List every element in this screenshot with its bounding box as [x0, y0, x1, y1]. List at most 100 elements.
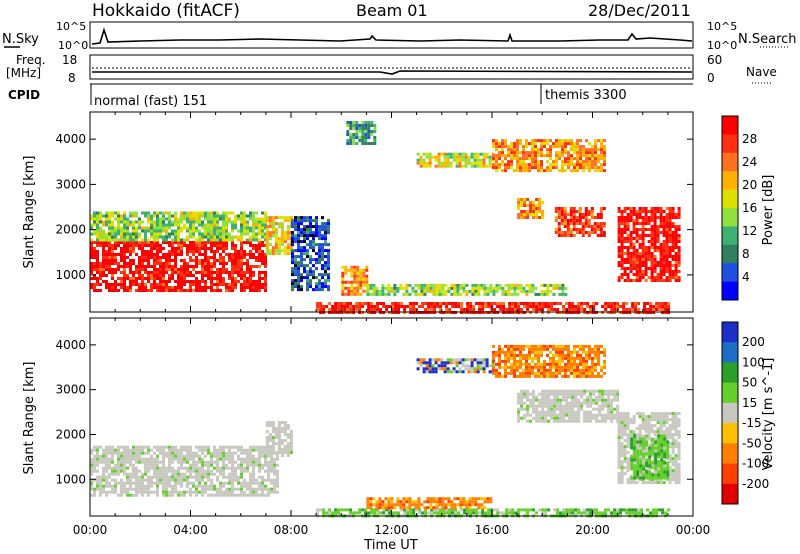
heatmap-cell [231, 253, 234, 256]
heatmap-cell [617, 231, 621, 234]
heatmap-cell [470, 364, 474, 368]
heatmap-cell [397, 308, 401, 311]
heatmap-cell [600, 151, 603, 155]
heatmap-cell [510, 344, 513, 348]
heatmap-cell [153, 268, 156, 271]
heatmap-cell [183, 271, 186, 274]
heatmap-cell [123, 262, 126, 265]
heatmap-cell [132, 469, 135, 473]
heatmap-cell [461, 158, 465, 162]
heatmap-cell [564, 139, 567, 143]
heatmap-cell [677, 264, 681, 267]
heatmap-cell [123, 472, 126, 476]
heatmap-cell [537, 154, 540, 158]
heatmap-cell [437, 164, 441, 168]
heatmap-cell [550, 392, 554, 396]
heatmap-cell [234, 283, 237, 286]
heatmap-cell [525, 368, 528, 372]
heatmap-cell [598, 392, 602, 396]
heatmap-cell [135, 220, 138, 224]
heatmap-cell [588, 347, 591, 351]
heatmap-cell [531, 356, 534, 360]
heatmap-cell [491, 364, 495, 368]
heatmap-cell [532, 210, 536, 213]
heatmap-cell [243, 250, 246, 253]
heatmap-cell [550, 302, 554, 305]
heatmap-cell [665, 207, 669, 210]
heatmap-cell [446, 161, 450, 165]
heatmap-cell [577, 410, 581, 414]
heatmap-cell [555, 283, 559, 287]
heatmap-cell [359, 292, 363, 296]
heatmap-cell [198, 448, 201, 452]
heatmap-cell [563, 234, 567, 237]
heatmap-cell [258, 286, 261, 289]
heatmap-cell [558, 139, 561, 143]
heatmap-cell [159, 268, 162, 271]
heatmap-cell [656, 264, 660, 267]
heatmap-cell [249, 280, 252, 283]
heatmap-cell [532, 395, 536, 399]
heatmap-cell [108, 289, 111, 292]
heatmap-cell [129, 241, 132, 244]
heatmap-cell [168, 211, 171, 215]
heatmap-cell [234, 277, 237, 280]
heatmap-cell [341, 265, 345, 269]
heatmap-cell [261, 487, 264, 491]
heatmap-cell [529, 204, 533, 207]
heatmap-cell [628, 308, 632, 311]
heatmap-cell [291, 279, 294, 283]
heatmap-cell [183, 445, 186, 449]
heatmap-cell [461, 155, 465, 159]
heatmap-cell [464, 152, 468, 156]
heatmap-cell [347, 286, 351, 290]
heatmap-cell [629, 210, 633, 213]
heatmap-cell [237, 214, 240, 218]
heatmap-cell [671, 273, 675, 276]
heatmap-cell [141, 490, 144, 494]
heatmap-cell [225, 271, 228, 274]
heatmap-cell [243, 451, 246, 455]
heatmap-cell [132, 274, 135, 277]
heatmap-cell [520, 395, 524, 399]
heatmap-cell [177, 226, 180, 230]
heatmap-cell [123, 457, 126, 461]
heatmap-cell [210, 481, 213, 485]
heatmap-cell [626, 213, 630, 216]
heatmap-cell [552, 163, 555, 167]
heatmap-cell [577, 404, 581, 408]
heatmap-cell [537, 371, 540, 375]
heatmap-cell [599, 225, 603, 228]
heatmap-cell [579, 356, 582, 360]
heatmap-cell [255, 460, 258, 464]
heatmap-cell [123, 232, 126, 236]
heatmap-cell [192, 289, 195, 292]
heatmap-cell [213, 277, 216, 280]
heatmap-cell [576, 154, 579, 158]
heatmap-cell [225, 244, 228, 247]
heatmap-cell [252, 217, 255, 221]
heatmap-cell [132, 472, 135, 476]
heatmap-cell [519, 157, 522, 161]
heatmap-cell [513, 347, 516, 351]
heatmap-cell [324, 240, 327, 244]
heatmap-cell [108, 448, 111, 452]
heatmap-cell [135, 241, 138, 244]
heatmap-cell [653, 249, 657, 252]
heatmap-cell [483, 292, 487, 296]
heatmap-cell [204, 211, 207, 215]
heatmap-cell [147, 466, 150, 470]
heatmap-cell [510, 151, 513, 155]
heatmap-cell [177, 469, 180, 473]
heatmap-cell [347, 280, 351, 284]
heatmap-cell [204, 214, 207, 218]
heatmap-cell [429, 283, 433, 287]
heatmap-cell [96, 229, 99, 233]
heatmap-cell [222, 256, 225, 259]
heatmap-cell [286, 237, 290, 241]
heatmap-cell [309, 258, 312, 262]
heatmap-cell [243, 448, 246, 452]
heatmap-cell [632, 231, 636, 234]
heatmap-cell [556, 398, 560, 402]
heatmap-cell [538, 210, 542, 213]
